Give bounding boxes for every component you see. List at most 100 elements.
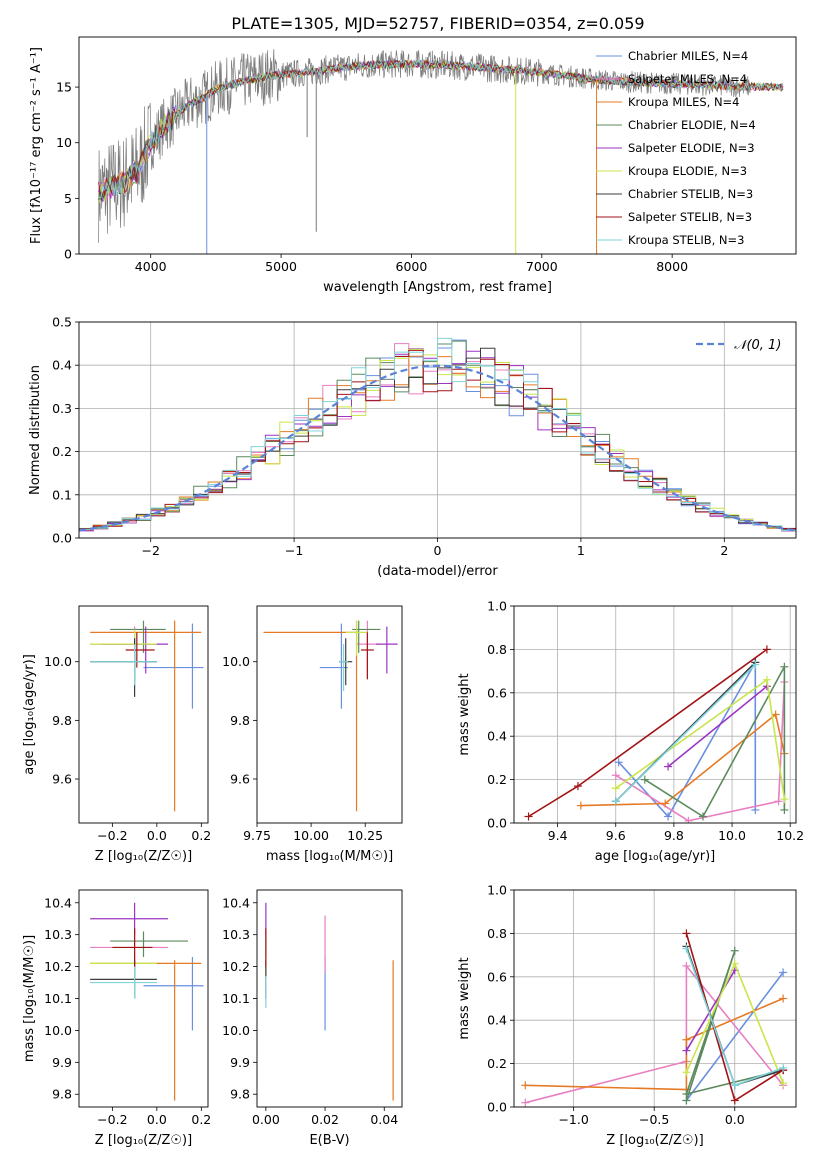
x-tick-label: 9.75 [243,828,271,843]
axes-mass_vs_Z: −0.2 0.0 0.2 9.8 9.9 10.0 10.1 10.2 10.3 10.4 Z [l… [22,889,211,1148]
x-tick-label: 0.2 [191,828,211,843]
errorbar-point [110,620,166,653]
errorbar-point [90,960,202,1101]
spectrum-model-line [98,58,784,198]
figure-title: PLATE=1305, MJD=52757, FIBERID=0354, z=0… [231,14,644,33]
errorbar-point [90,626,157,680]
mass-weight-line [525,997,784,1091]
axes-frame [513,605,797,824]
errorbar-point [263,620,359,812]
x-axis-label: Z [log₁₀(Z/Z☉)] [95,849,192,864]
errorbar-point [376,626,398,674]
errorbar-point [143,957,204,1031]
x-tick-label: 10.0 [718,828,746,843]
x-tick-label: 0.2 [191,1112,211,1127]
mass-weight-marker [611,797,620,806]
x-tick-label: 6000 [396,259,428,274]
x-tick-label: 0.04 [370,1112,398,1127]
x-tick-label: −0.2 [97,1112,127,1127]
x-tick-label: 10.25 [347,828,383,843]
y-tick-label: 10.3 [44,927,72,942]
mass-weight-marker [661,799,670,808]
y-tick-label: 0.3 [52,401,72,416]
mass-weight-marker [730,1081,739,1090]
y-axis-label: mass [log₁₀(M/M☉)] [22,935,37,1062]
y-tick-label: 10.3 [222,927,250,942]
panel-mass_weight_vs_age: 9.4 9.6 9.8 10.0 10.2 0.0 0.2 0.4 0.6 0.8 1.0 age [… [457,599,804,865]
legend-label: Chabrier ELODIE, N=4 [628,118,756,132]
mass-weight-marker [762,675,771,684]
mass-weight-line [528,648,768,818]
axes-residuals: −2 −1 0 1 2 0.0 0.1 0.2 0.3 0.4 0.5 (data-model)/er… [28,315,797,579]
mass-weight-marker [751,660,760,669]
y-tick-label: 10.0 [44,1023,72,1038]
mass-weight-marker [611,784,620,793]
axes-mass_vs_EBV: 0.00 0.02 0.04 9.8 9.9 10.0 10.1 10.2 10.3 10.4 E(… [222,889,403,1148]
histogram-step [79,349,796,530]
y-tick-label: 9.6 [52,772,72,787]
errorbar-point [110,931,188,958]
axes-mass_weight_vs_age: 9.4 9.6 9.8 10.0 10.2 0.0 0.2 0.4 0.6 0.8 1.0 age [… [457,599,804,865]
y-tick-label: 9.8 [52,1087,72,1102]
panel-spectrum: Chabrier MILES, N=4 Salpeter MILES, N=4 Kr… [29,36,797,295]
errorbar-point [90,960,157,999]
y-tick-label: 0.4 [52,358,72,373]
x-axis-label: age [log₁₀(age/yr)] [595,849,716,864]
mass-weight-line [615,681,786,822]
mass-weight-marker [762,645,771,654]
panel-age_vs_mass: 9.75 10.00 10.25 9.6 9.8 10.0 mass [log₁₀(M/M☉… [222,605,403,864]
normal-reference-curve [79,364,796,532]
panel-mass_weight_vs_Z: −1.0 −0.5 0.0 0.0 0.2 0.4 0.6 0.8 1.0 Z [log₁₀(Z/… [457,883,797,1148]
mass-weight-marker [664,812,673,821]
y-tick-label: 0.1 [52,487,72,502]
x-tick-label: 7000 [526,259,558,274]
legend-label: Chabrier STELIB, N=3 [628,187,753,201]
y-tick-label: 10.4 [222,895,250,910]
mass-weight-marker [524,812,533,821]
y-tick-label: 10.0 [222,654,250,669]
grid-mass_weight_vs_age [514,605,796,824]
x-axis-label: E(B-V) [309,1133,349,1148]
mass-weight-marker [779,1079,788,1088]
plot-area-mass_vs_Z [90,902,204,1101]
axes-frame [78,605,209,824]
mass-weight-marker [521,1098,530,1107]
y-tick-label: 10.1 [44,991,72,1006]
y-tick-label: 0.5 [52,315,72,330]
y-tick-label: 5 [64,191,72,206]
x-tick-label: 0.0 [147,1112,167,1127]
x-axis-label: wavelength [Angstrom, rest frame] [323,280,552,295]
x-tick-label: 0.0 [147,828,167,843]
y-tick-label: 0.2 [487,1056,507,1071]
legend-label: Chabrier MILES, N=4 [628,49,748,63]
axes-age_vs_Z: −0.2 0.0 0.2 9.6 9.8 10.0 Z [log₁₀(Z/Z☉)] age [… [22,605,211,864]
legend-label: Kroupa STELIB, N=3 [628,233,745,247]
y-tick-label: 10.2 [44,959,72,974]
mass-weight-marker [682,944,691,953]
errorbar-point [90,902,168,935]
mass-weight-line [644,666,786,818]
errorbar-point [112,928,153,967]
legend-label: Salpeter ELODIE, N=3 [628,141,755,155]
x-tick-label: 9.4 [548,828,568,843]
y-tick-label: 10.2 [222,959,250,974]
errorbar-point [143,623,204,709]
y-tick-label: 15 [56,80,72,95]
mass-weight-marker [730,1096,739,1105]
mass-weight-marker [779,968,788,977]
errorbar-point [90,644,157,686]
errorbar-point [90,629,157,674]
mass-weight-marker [774,797,783,806]
errorbar-point [339,644,348,692]
y-tick-label: 1.0 [487,883,507,898]
mass-weight-line [667,685,768,768]
y-tick-label: 9.8 [230,713,250,728]
panel-mass_vs_Z: −0.2 0.0 0.2 9.8 9.9 10.0 10.1 10.2 10.3 10.4 Z [l… [22,889,211,1148]
x-tick-label: 0.0 [725,1112,745,1127]
plots-layer: Chabrier MILES, N=4 Salpeter MILES, N=4 Kr… [22,36,804,1148]
x-tick-label: 0 [434,543,442,558]
y-tick-label: 9.8 [230,1087,250,1102]
histogram-step [79,339,796,530]
mass-weight-marker [640,775,649,784]
mass-weight-marker [730,946,739,955]
